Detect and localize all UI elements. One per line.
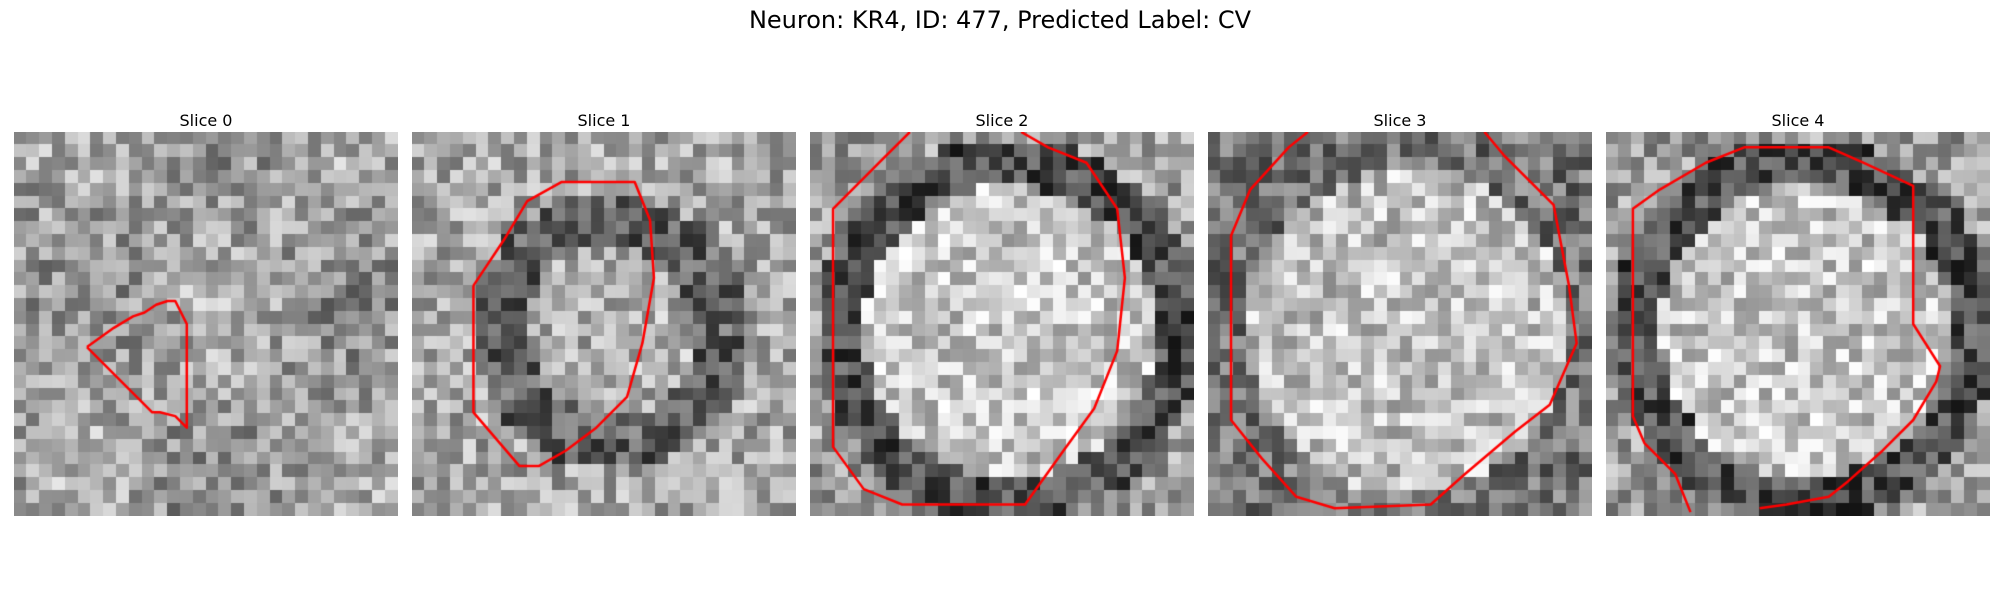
figure-title: Neuron: KR4, ID: 477, Predicted Label: C… xyxy=(748,6,1252,34)
slice-panel-2: Slice 2 xyxy=(810,110,1194,516)
slice-panel-3: Slice 3 xyxy=(1208,110,1592,516)
slice-panel-0: Slice 0 xyxy=(14,110,398,516)
slice-image-1 xyxy=(412,132,796,516)
slice-panel-4: Slice 4 xyxy=(1606,110,1990,516)
slice-image-0 xyxy=(14,132,398,516)
slice-image-3 xyxy=(1208,132,1592,516)
slice-title-1: Slice 1 xyxy=(577,111,631,130)
slice-title-2: Slice 2 xyxy=(975,111,1029,130)
slice-title-3: Slice 3 xyxy=(1373,111,1427,130)
slice-panel-1: Slice 1 xyxy=(412,110,796,516)
slice-image-4 xyxy=(1606,132,1990,516)
slice-title-4: Slice 4 xyxy=(1771,111,1825,130)
slice-image-2 xyxy=(810,132,1194,516)
slice-title-0: Slice 0 xyxy=(179,111,233,130)
